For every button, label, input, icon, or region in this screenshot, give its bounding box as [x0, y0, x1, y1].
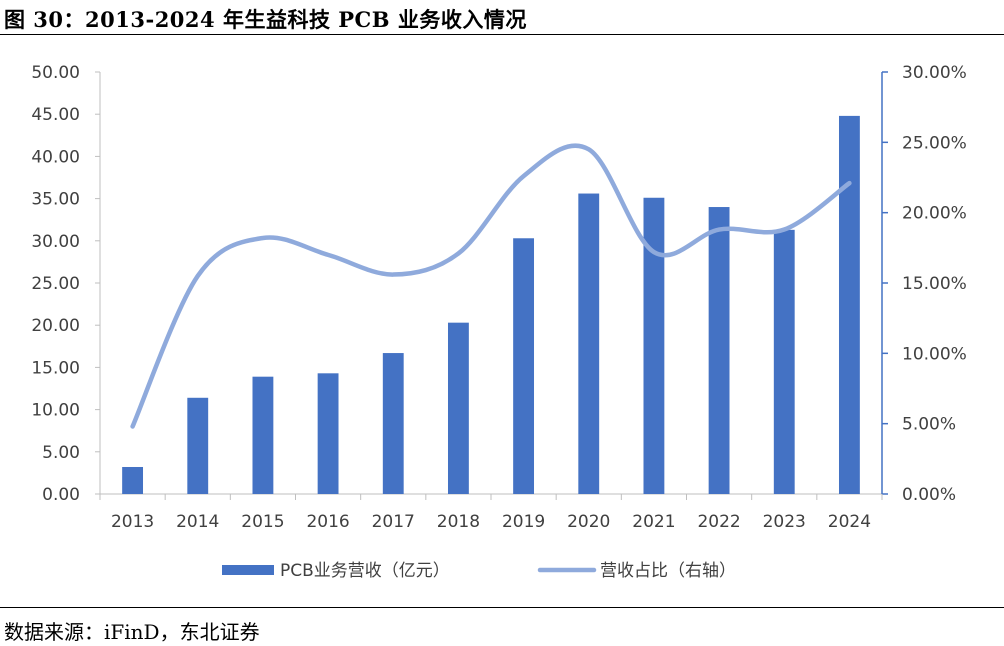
left-tick-label: 35.00: [31, 190, 80, 210]
bar-2013: [122, 466, 144, 494]
x-tick-label: 2019: [502, 512, 545, 532]
bottom-rule: [0, 607, 1004, 608]
bar-2019: [513, 238, 535, 494]
left-tick-label: 40.00: [31, 147, 80, 167]
x-tick-label: 2015: [241, 512, 284, 532]
right-tick-label: 0.00%: [902, 485, 956, 505]
top-rule: [0, 34, 1004, 35]
left-tick-label: 50.00: [31, 63, 80, 83]
bar-2016: [317, 373, 339, 494]
bar-2022: [708, 207, 730, 495]
x-tick-label: 2014: [176, 512, 219, 532]
left-tick-label: 10.00: [31, 401, 80, 421]
left-tick-label: 25.00: [31, 274, 80, 294]
x-tick-label: 2024: [828, 512, 871, 532]
left-tick-label: 0.00: [42, 485, 80, 505]
left-tick-label: 20.00: [31, 316, 80, 336]
left-tick-label: 45.00: [31, 105, 80, 125]
x-tick-label: 2017: [372, 512, 415, 532]
right-tick-label: 5.00%: [902, 415, 956, 435]
share-line: [130, 143, 852, 429]
x-tick-label: 2021: [632, 512, 675, 532]
x-tick-label: 2023: [763, 512, 806, 532]
x-tick-label: 2020: [567, 512, 610, 532]
bar-2014: [187, 397, 209, 494]
legend-label-line: 营收占比（右轴）: [600, 561, 736, 581]
right-tick-label: 15.00%: [902, 274, 967, 294]
left-tick-label: 30.00: [31, 232, 80, 252]
right-tick-label: 30.00%: [902, 63, 967, 83]
bar-2023: [773, 229, 795, 494]
figure-title: 图 30：2013-2024 年生益科技 PCB 业务收入情况: [4, 7, 527, 32]
bar-2018: [447, 322, 469, 494]
x-tick-label: 2022: [697, 512, 740, 532]
chart-canvas: 0.00 5.00 10.00 15.00 20.00 25.00 30.00 35.00 40…: [31, 63, 967, 581]
bar-2020: [578, 193, 600, 494]
x-tick-label: 2013: [111, 512, 154, 532]
right-tick-label: 25.00%: [902, 133, 967, 153]
bar-2015: [252, 376, 274, 494]
x-tick-label: 2018: [437, 512, 480, 532]
x-tick-label: 2016: [306, 512, 349, 532]
bar-2017: [382, 353, 404, 494]
right-tick-label: 20.00%: [902, 204, 967, 224]
left-tick-label: 15.00: [31, 358, 80, 378]
legend-label-bar: PCB业务营收（亿元）: [280, 561, 450, 581]
bar-2021: [643, 197, 665, 495]
legend-swatch-bar: [222, 565, 274, 575]
source-note: 数据来源：iFinD，东北证券: [4, 620, 260, 644]
left-tick-label: 5.00: [42, 443, 80, 463]
right-tick-label: 10.00%: [902, 344, 967, 364]
bar-2024: [838, 115, 860, 494]
